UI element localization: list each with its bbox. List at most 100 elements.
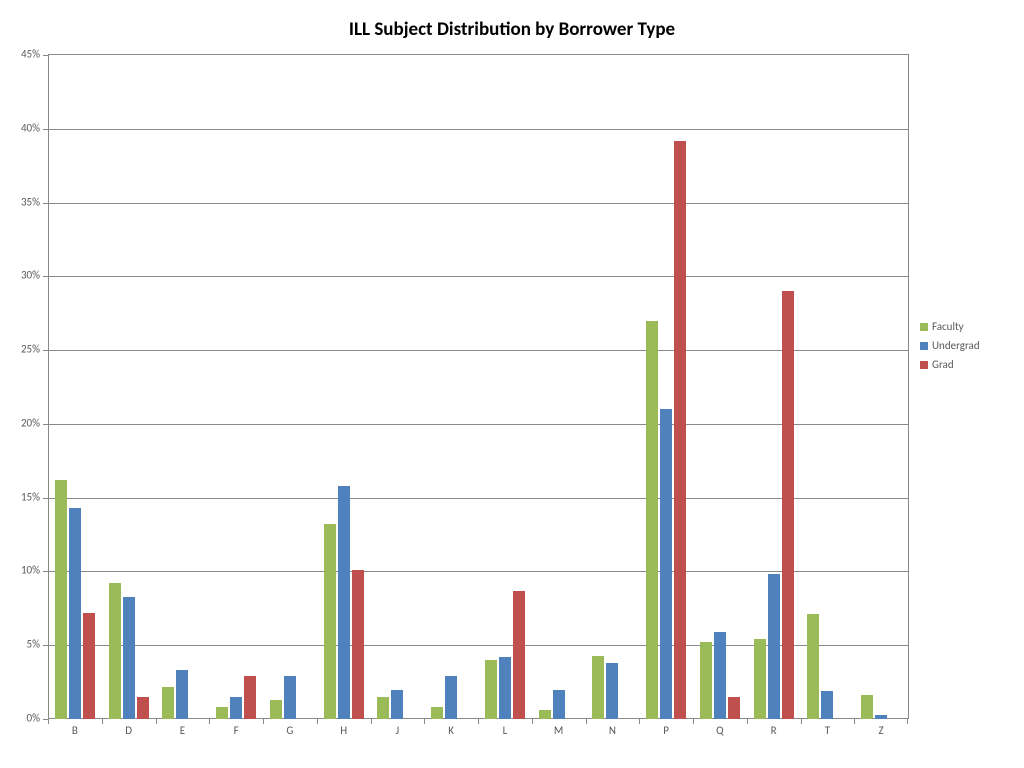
x-axis-tick-label: P [663,724,669,737]
y-tick [43,645,48,646]
y-axis-tick-label: 30% [8,269,40,282]
x-tick [371,719,372,724]
bar-faculty [162,687,174,719]
bar-faculty [270,700,282,719]
bar-grad [513,591,525,719]
y-tick [43,203,48,204]
x-tick [532,719,533,724]
x-tick [907,719,908,724]
x-tick [801,719,802,724]
y-axis-tick-label: 0% [8,712,40,725]
bar-undergrad [660,409,672,719]
y-tick [43,424,48,425]
y-axis-tick-label: 45% [8,48,40,61]
legend-item-undergrad: Undergrad [920,339,980,352]
chart-title: ILL Subject Distribution by Borrower Typ… [0,18,1024,41]
x-axis-tick-label: D [125,724,132,737]
legend-label: Grad [932,358,954,371]
bar-undergrad [391,690,403,720]
x-tick [48,719,49,724]
x-axis-tick-label: K [448,724,454,737]
y-tick [43,55,48,56]
x-axis-tick-label: G [286,724,293,737]
y-tick [43,276,48,277]
legend-item-grad: Grad [920,358,980,371]
bar-undergrad [123,597,135,719]
bar-faculty [807,614,819,719]
x-axis-tick-label: L [503,724,508,737]
x-axis-tick-label: F [234,724,239,737]
bar-grad [674,141,686,719]
y-tick [43,498,48,499]
y-tick [43,350,48,351]
legend-label: Faculty [932,320,964,333]
x-tick [693,719,694,724]
x-tick [586,719,587,724]
gridline [48,424,908,425]
x-axis-tick-label: R [771,724,777,737]
bar-faculty [324,524,336,719]
bar-faculty [754,639,766,719]
bar-undergrad [606,663,618,719]
bar-grad [244,676,256,719]
bar-grad [137,697,149,719]
y-axis-tick-label: 20% [8,416,40,429]
bar-faculty [700,642,712,719]
bar-faculty [377,697,389,719]
bar-faculty [109,583,121,719]
bar-undergrad [284,676,296,719]
gridline [48,276,908,277]
y-axis-tick-label: 35% [8,195,40,208]
bar-faculty [539,710,551,719]
bar-undergrad [445,676,457,719]
legend-swatch [920,361,928,369]
y-axis-tick-label: 25% [8,343,40,356]
x-axis-tick-label: J [396,724,400,737]
chart-container: ILL Subject Distribution by Borrower Typ… [0,0,1024,768]
bar-faculty [646,321,658,719]
bar-undergrad [714,632,726,719]
bar-undergrad [338,486,350,719]
gridline [48,203,908,204]
gridline [48,129,908,130]
x-tick [263,719,264,724]
x-tick [747,719,748,724]
legend-swatch [920,323,928,331]
bar-undergrad [553,690,565,720]
x-axis-tick-label: B [72,724,78,737]
x-axis-tick-label: T [825,724,830,737]
y-axis-tick-label: 5% [8,638,40,651]
bar-undergrad [176,670,188,719]
bar-faculty [861,695,873,719]
y-tick [43,129,48,130]
bar-faculty [55,480,67,719]
bar-grad [782,291,794,719]
bar-grad [352,570,364,719]
x-axis-tick-label: M [554,724,563,737]
x-tick [424,719,425,724]
x-tick [317,719,318,724]
gridline [48,498,908,499]
x-axis-tick-label: N [609,724,616,737]
legend-item-faculty: Faculty [920,320,980,333]
x-axis-tick-label: E [180,724,185,737]
y-tick [43,571,48,572]
bar-undergrad [69,508,81,719]
y-axis-tick-label: 15% [8,490,40,503]
x-axis-tick-label: H [340,724,347,737]
bar-undergrad [821,691,833,719]
legend-label: Undergrad [932,339,980,352]
bar-faculty [431,707,443,719]
x-tick [854,719,855,724]
gridline [48,350,908,351]
x-tick [639,719,640,724]
legend-swatch [920,342,928,350]
legend: Faculty Undergrad Grad [920,320,980,377]
bar-undergrad [499,657,511,719]
bar-faculty [592,656,604,719]
bar-undergrad [768,574,780,719]
x-axis-tick-label: Q [716,724,723,737]
x-axis-tick-label: Z [879,724,884,737]
y-axis-tick-label: 10% [8,564,40,577]
x-tick [478,719,479,724]
